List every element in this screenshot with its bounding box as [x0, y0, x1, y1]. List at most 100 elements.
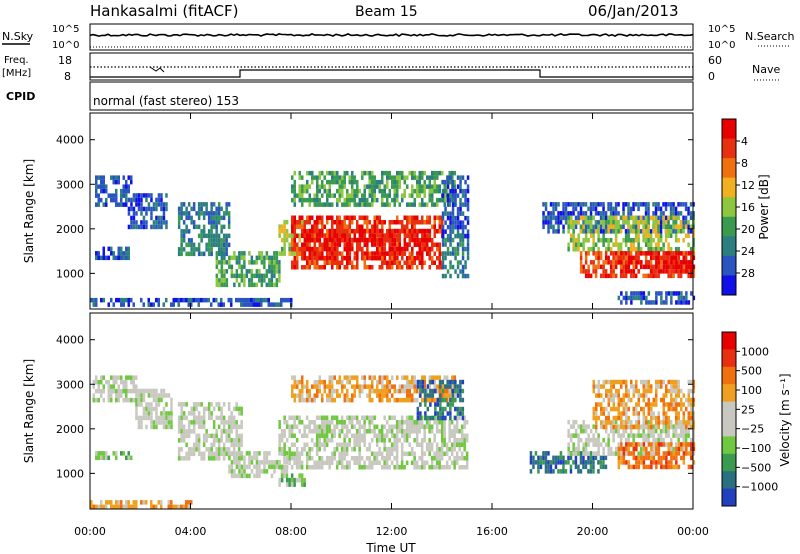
- velocity-cell: [390, 429, 394, 434]
- power-cell: [215, 211, 218, 216]
- velocity-cell: [612, 451, 615, 456]
- power-cell: [599, 264, 603, 270]
- velocity-cell: [331, 384, 334, 389]
- freq-label-line1: Freq.: [4, 55, 29, 66]
- velocity-cell: [549, 469, 553, 474]
- power-cell: [200, 251, 203, 257]
- power-cell: [311, 255, 314, 261]
- velocity-cell: [630, 464, 633, 470]
- power-cell: [130, 215, 133, 221]
- power-cell: [303, 237, 307, 243]
- velocity-cell: [195, 420, 198, 425]
- velocity-cell: [675, 411, 678, 416]
- power-cell: [102, 251, 105, 256]
- velocity-cell: [665, 384, 668, 389]
- power-cell: [441, 170, 444, 176]
- power-cell: [640, 260, 643, 265]
- velocity-cell: [647, 411, 650, 416]
- power-cell: [371, 251, 374, 256]
- power-cell: [652, 300, 656, 305]
- velocity-cell: [630, 451, 633, 456]
- velocity-cell: [311, 384, 314, 389]
- power-colorbar-tick-label: 20: [741, 223, 755, 236]
- power-cell: [406, 265, 409, 270]
- power-cell: [448, 179, 451, 185]
- power-cell: [187, 215, 191, 221]
- power-cell: [323, 202, 326, 207]
- velocity-cell: [652, 428, 655, 434]
- power-cell: [248, 269, 251, 274]
- power-cell: [102, 175, 105, 180]
- power-cell: [248, 278, 251, 283]
- power-cell: [436, 197, 439, 203]
- velocity-cell: [185, 402, 188, 407]
- velocity-cell: [579, 437, 583, 443]
- power-cell: [258, 278, 261, 283]
- power-cell: [446, 224, 450, 230]
- velocity-cell: [348, 438, 351, 443]
- power-cell: [609, 202, 613, 207]
- velocity-cell: [420, 438, 424, 443]
- velocity-cell: [343, 451, 346, 456]
- power-cell: [617, 295, 621, 301]
- power-cell: [597, 238, 600, 243]
- velocity-cell: [278, 465, 281, 470]
- power-cell: [222, 251, 226, 257]
- power-cell: [346, 193, 349, 198]
- velocity-cell: [313, 460, 316, 465]
- velocity-cell: [160, 411, 163, 416]
- power-cell: [308, 228, 312, 234]
- velocity-cell: [684, 428, 688, 434]
- power-cell: [602, 264, 605, 270]
- power-cell: [602, 202, 605, 207]
- velocity-cell: [378, 429, 381, 434]
- velocity-cell: [313, 465, 316, 470]
- velocity-cell: [645, 420, 648, 425]
- power-cell: [664, 233, 668, 238]
- velocity-cell: [672, 433, 675, 438]
- velocity-cell: [667, 402, 670, 407]
- velocity-cell: [303, 482, 306, 487]
- power-cell: [617, 229, 620, 234]
- power-cell: [684, 220, 688, 225]
- power-cell: [348, 233, 351, 238]
- velocity-cell: [652, 402, 655, 407]
- velocity-cell: [595, 415, 598, 421]
- velocity-cell: [115, 455, 118, 461]
- velocity-cell: [348, 420, 351, 425]
- power-cell: [95, 255, 98, 261]
- velocity-cell: [443, 388, 446, 394]
- velocity-cell: [610, 397, 613, 403]
- power-cell: [393, 184, 396, 189]
- velocity-cell: [338, 456, 341, 461]
- velocity-cell: [637, 415, 640, 421]
- velocity-cell: [569, 451, 573, 456]
- power-cell: [677, 211, 680, 216]
- velocity-cell: [383, 438, 386, 443]
- velocity-cell: [592, 415, 595, 421]
- power-cell: [393, 175, 396, 180]
- power-cell: [418, 188, 421, 194]
- power-cell: [464, 193, 467, 198]
- velocity-cell: [605, 424, 608, 430]
- velocity-cell: [368, 429, 371, 434]
- velocity-cell: [664, 442, 668, 447]
- power-cell: [306, 170, 309, 176]
- power-cell: [459, 179, 462, 185]
- velocity-cell: [258, 451, 261, 456]
- velocity-cell: [135, 411, 138, 416]
- velocity-cell: [434, 388, 437, 394]
- power-cell: [132, 197, 136, 203]
- power-cell: [659, 247, 663, 252]
- power-colorbar-tick-label: 24: [741, 245, 755, 258]
- velocity-cell: [421, 388, 425, 394]
- velocity-cell: [335, 465, 339, 470]
- power-cell: [413, 260, 416, 265]
- power-cell: [222, 242, 226, 248]
- power-cell: [466, 175, 470, 180]
- velocity-cell: [102, 384, 105, 389]
- velocity-cell: [380, 451, 384, 456]
- velocity-cell: [428, 397, 431, 403]
- power-cell: [444, 211, 447, 216]
- velocity-cell: [650, 402, 653, 407]
